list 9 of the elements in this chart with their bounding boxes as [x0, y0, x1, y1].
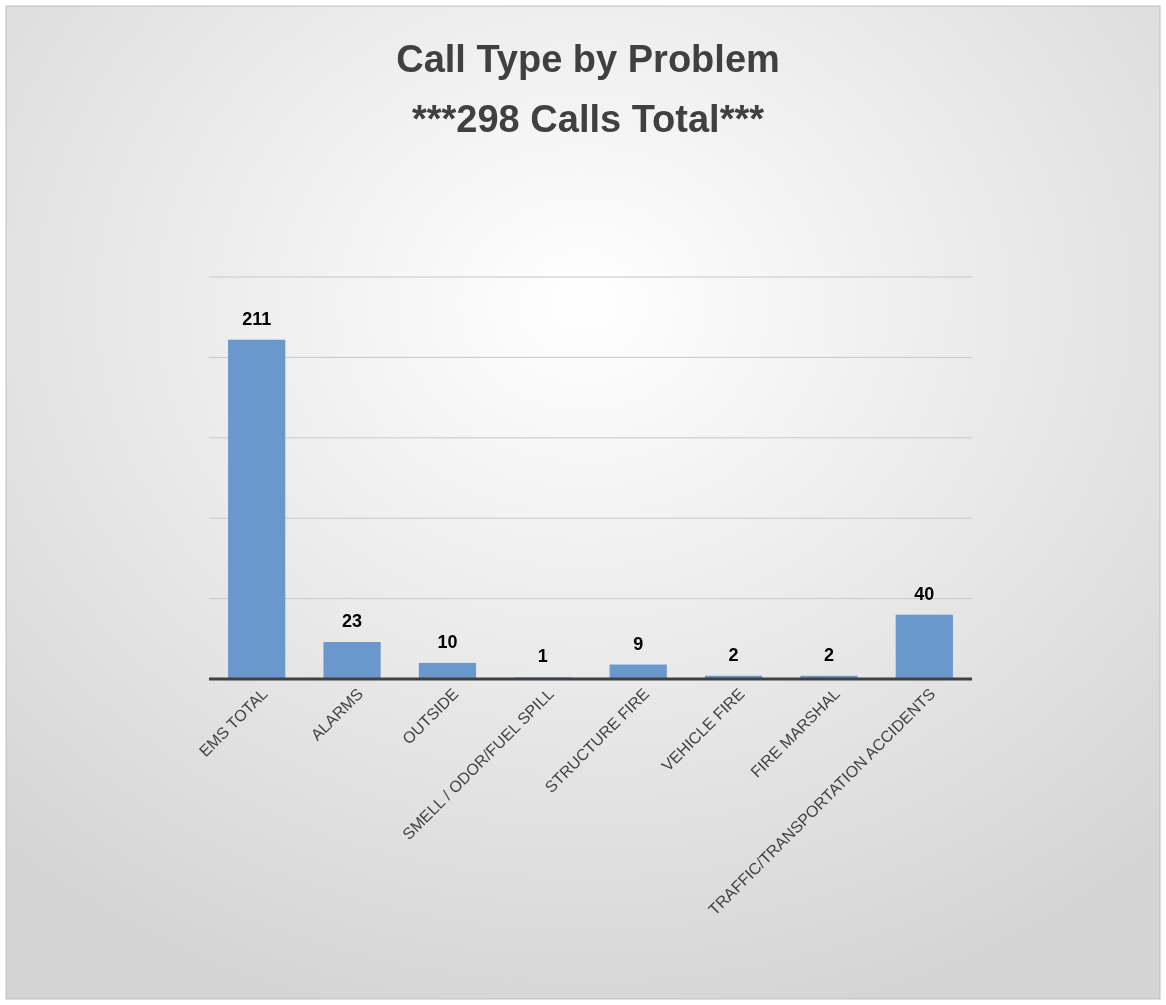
data-label: 2 [823, 644, 834, 665]
data-label: 211 [242, 308, 272, 329]
data-label: 10 [437, 631, 458, 652]
data-label: 2 [728, 644, 739, 665]
chart-title: Call Type by Problem ***298 Calls Total*** [396, 38, 780, 140]
data-label: 1 [537, 646, 548, 667]
data-label: 23 [342, 611, 363, 632]
data-label: 9 [633, 633, 644, 654]
data-label: 40 [914, 583, 935, 604]
